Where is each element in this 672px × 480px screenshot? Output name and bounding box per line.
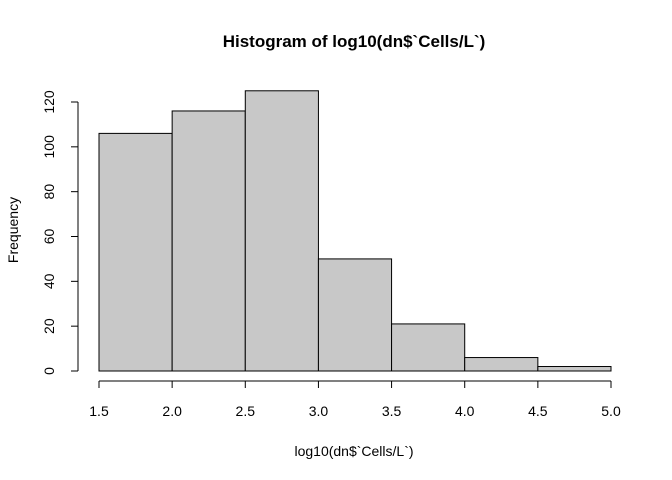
y-tick-label: 80: [41, 184, 57, 200]
x-axis: 1.5 2.0 2.5 3.0 3.5 4.0 4.5 5.0: [89, 380, 621, 419]
y-tick-label: 20: [41, 318, 57, 334]
y-tick-label: 40: [41, 273, 57, 289]
x-tick-label: 2.5: [236, 403, 256, 419]
chart-title: Histogram of log10(dn$`Cells/L`): [223, 32, 486, 51]
x-tick-label: 4.5: [528, 403, 548, 419]
x-tick-label: 4.0: [455, 403, 475, 419]
y-tick-label: 120: [41, 90, 57, 114]
histogram-bar: [391, 323, 466, 372]
x-axis-label: log10(dn$`Cells/L`): [294, 443, 413, 459]
histogram-bar: [98, 132, 173, 372]
histogram-bar: [537, 366, 612, 372]
y-tick-label: 60: [41, 229, 57, 245]
y-tick-label: 0: [41, 367, 57, 375]
histogram-bar: [464, 357, 539, 372]
y-tick-label: 100: [41, 135, 57, 159]
x-tick-label: 3.5: [382, 403, 402, 419]
x-tick-label: 5.0: [601, 403, 621, 419]
bars-group: [98, 90, 612, 372]
histogram-bar: [317, 258, 393, 372]
y-axis-label: Frequency: [5, 197, 21, 263]
x-tick-label: 1.5: [89, 403, 109, 419]
histogram-bar: [244, 90, 319, 372]
y-axis: 0 20 40 60 80 100 120: [41, 90, 79, 375]
x-tick-label: 2.0: [162, 403, 182, 419]
x-tick-label: 3.0: [309, 403, 329, 419]
histogram-bar: [171, 110, 246, 372]
